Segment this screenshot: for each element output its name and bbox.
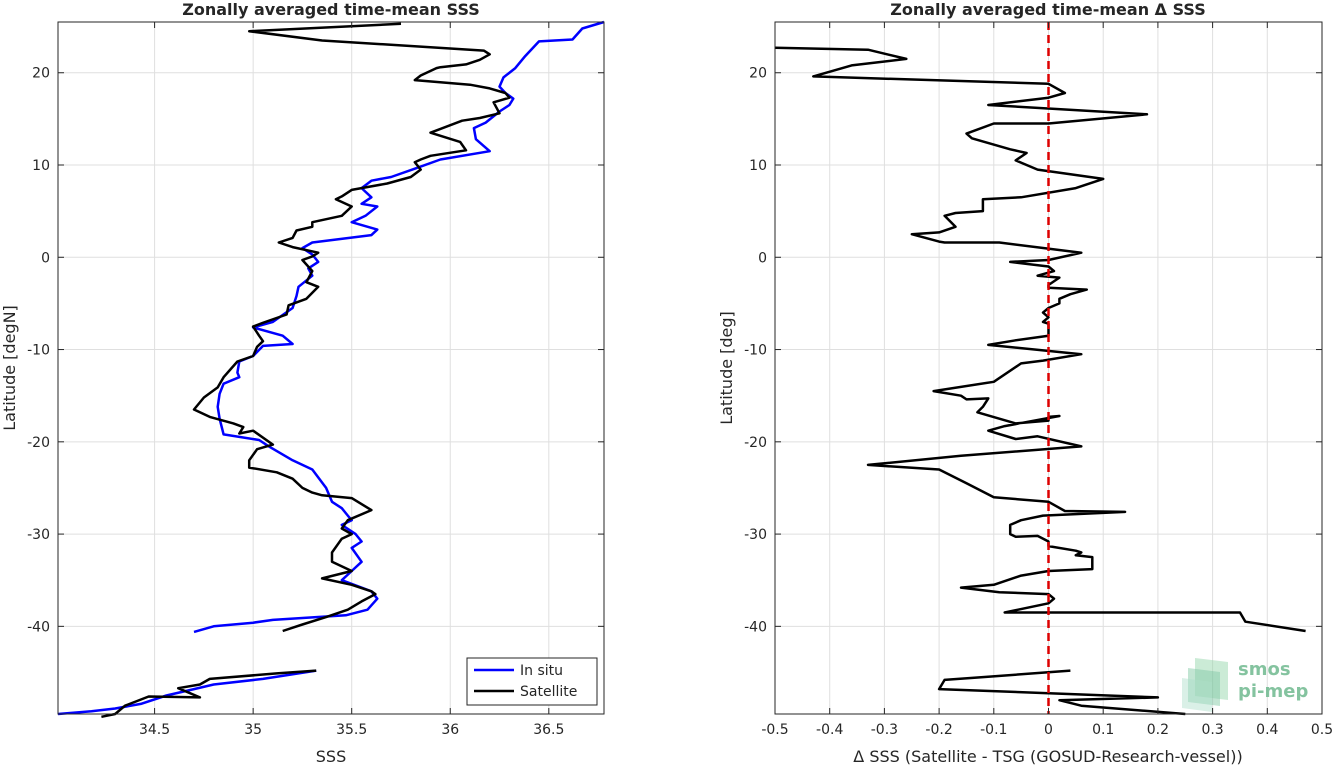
series-line-in-situ xyxy=(57,20,605,716)
ticks-right: -0.5 -0.4 -0.3 -0.2 -0.1 0 0.1 0.2 0.3 0.4 0.5 -40 -… xyxy=(744,22,1333,738)
legend: In situ Satellite xyxy=(466,657,598,706)
chart-title-left: Zonally averaged time-mean SSS xyxy=(182,0,480,19)
series-lines-left xyxy=(57,20,605,719)
series-line-satellite xyxy=(101,22,511,719)
x-tick-label: 0.4 xyxy=(1256,722,1278,738)
logo-text-smos: smos xyxy=(1238,659,1291,680)
smos-pi-mep-logo: smos pi-mep xyxy=(1182,658,1308,712)
y-tick-label: 0 xyxy=(758,250,767,266)
x-tick-label: 0.5 xyxy=(1311,722,1333,738)
legend-label-in-situ: In situ xyxy=(520,663,563,679)
chart-title-right: Zonally averaged time-mean Δ SSS xyxy=(890,0,1206,19)
series-lines-right xyxy=(774,22,1306,716)
x-tick-label: 0.1 xyxy=(1092,722,1114,738)
plot-area-left xyxy=(58,22,604,714)
legend-box xyxy=(466,657,598,706)
y-tick-label: -40 xyxy=(27,619,50,635)
y-tick-label: -30 xyxy=(27,527,50,543)
ticks-left: 34.5 35 35.5 36 36.5 -40 -30 -20 -10 0 10 20 xyxy=(27,22,604,738)
y-tick-label: 10 xyxy=(32,158,50,174)
series-line-delta-sss xyxy=(774,46,1306,716)
x-tick-label: 0.2 xyxy=(1147,722,1169,738)
x-tick-label: 0.3 xyxy=(1201,722,1223,738)
y-axis-label-left: Latitude [degN] xyxy=(0,305,19,431)
x-tick-label: 36.5 xyxy=(533,722,564,738)
grid-left xyxy=(58,22,604,714)
x-tick-label: 35.5 xyxy=(336,722,367,738)
panel-delta-sss: -0.5 -0.4 -0.3 -0.2 -0.1 0 0.1 0.2 0.3 0.4 0.5 -40 -… xyxy=(717,0,1333,765)
axes-box-left xyxy=(57,21,605,715)
y-tick-label: 0 xyxy=(41,250,50,266)
x-tick-label: 0 xyxy=(1044,722,1053,738)
y-tick-label: -10 xyxy=(27,343,50,359)
x-tick-label: -0.5 xyxy=(761,722,788,738)
x-axis-label-left: SSS xyxy=(316,747,346,765)
x-tick-label: 36 xyxy=(441,722,459,738)
x-tick-label: 35 xyxy=(244,722,262,738)
x-axis-label-right: Δ SSS (Satellite - TSG (GOSUD-Research-v… xyxy=(853,747,1242,765)
x-tick-label: -0.2 xyxy=(925,722,952,738)
y-tick-label: -40 xyxy=(744,619,767,635)
y-tick-label: -30 xyxy=(744,527,767,543)
y-axis-label-right: Latitude [deg] xyxy=(717,311,736,425)
y-tick-label: 10 xyxy=(749,158,767,174)
y-tick-label: -10 xyxy=(744,343,767,359)
x-tick-label: 34.5 xyxy=(139,722,170,738)
panel-sss: 34.5 35 35.5 36 36.5 -40 -30 -20 -10 0 10 20 Zonall… xyxy=(0,0,605,765)
logo-text-pi-mep: pi-mep xyxy=(1238,681,1308,702)
y-tick-label: 20 xyxy=(749,66,767,82)
y-tick-label: -20 xyxy=(27,435,50,451)
x-tick-label: -0.4 xyxy=(816,722,843,738)
legend-label-satellite: Satellite xyxy=(520,684,577,700)
y-tick-label: 20 xyxy=(32,66,50,82)
x-tick-label: -0.3 xyxy=(871,722,898,738)
y-tick-label: -20 xyxy=(744,435,767,451)
x-tick-label: -0.1 xyxy=(980,722,1007,738)
